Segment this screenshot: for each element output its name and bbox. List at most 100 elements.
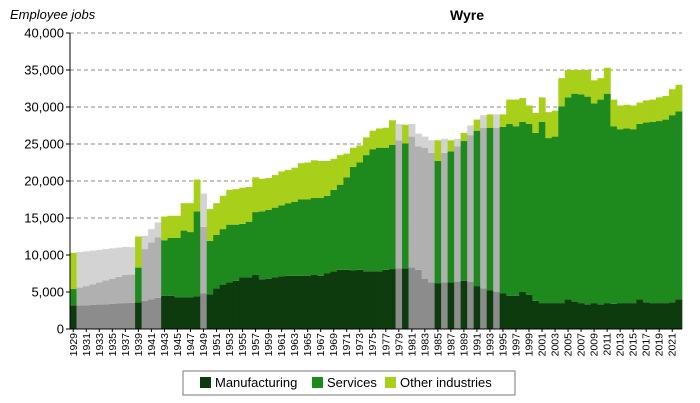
x-tick-label: 1983: [419, 333, 431, 357]
bar-other-industries-1942: [154, 222, 162, 238]
bar-other-industries-2012: [610, 99, 618, 127]
x-tick-label: 1943: [159, 333, 171, 357]
x-tick-label: 2007: [576, 333, 588, 357]
y-axis-label: Employee jobs: [10, 7, 96, 22]
bar-other-industries-2011: [603, 67, 611, 94]
bar-other-industries-2015: [629, 105, 637, 130]
bar-services-2018: [649, 121, 657, 304]
bar-manufacturing-1934: [102, 304, 110, 329]
bar-manufacturing-2013: [616, 303, 624, 329]
bar-other-industries-1986: [441, 138, 448, 153]
x-tick-label: 1955: [237, 333, 249, 357]
x-tick-label: 2005: [563, 333, 575, 357]
bar-manufacturing-2018: [649, 303, 657, 329]
bar-manufacturing-1930: [76, 305, 84, 329]
bar-other-industries-1932: [89, 250, 97, 285]
bar-other-industries-1946: [180, 203, 188, 231]
bar-other-industries-1931: [83, 251, 90, 287]
bar-other-industries-1930: [76, 252, 84, 288]
bar-manufacturing-2002: [545, 303, 553, 329]
x-tick-label: 1941: [146, 333, 158, 357]
bar-services-1987: [447, 151, 455, 283]
legend-label-manufacturing: Manufacturing: [215, 375, 297, 390]
bar-manufacturing-2015: [629, 303, 637, 329]
bar-services-1970: [336, 184, 344, 270]
bar-other-industries-1955: [239, 187, 247, 224]
bar-manufacturing-1961: [278, 276, 286, 329]
bar-other-industries-1996: [506, 99, 514, 125]
bar-manufacturing-2012: [610, 303, 618, 329]
bar-other-industries-1978: [389, 120, 396, 145]
bar-services-2014: [623, 128, 631, 304]
bar-manufacturing-1982: [415, 269, 422, 329]
bar-manufacturing-1998: [519, 292, 527, 329]
bar-services-1956: [245, 221, 253, 278]
bar-other-industries-2001: [538, 97, 546, 122]
bar-manufacturing-1954: [232, 280, 240, 329]
bar-manufacturing-1947: [187, 297, 195, 329]
bar-other-industries-1988: [454, 138, 461, 147]
bar-services-1951: [213, 235, 221, 289]
chart-title: Wyre: [450, 7, 484, 23]
bar-services-1963: [291, 201, 299, 276]
x-tick-label: 2011: [602, 333, 614, 356]
x-tick-label: 1949: [198, 333, 210, 357]
bar-services-1994: [493, 127, 501, 292]
bar-services-1950: [206, 240, 214, 295]
bar-services-1942: [154, 237, 162, 298]
bar-other-industries-2010: [597, 78, 605, 100]
bar-services-1959: [265, 209, 273, 279]
bar-other-industries-1956: [245, 186, 253, 222]
x-tick-label: 1967: [315, 333, 327, 357]
x-tick-label: 2019: [654, 333, 666, 357]
y-tick-labels: 0 5,000 10,000 15,000 20,000 25,000 30,000 35,0…: [24, 26, 70, 337]
bar-manufacturing-1942: [154, 297, 162, 329]
x-tick-label: 2017: [641, 333, 653, 357]
bar-services-1960: [271, 207, 279, 278]
bar-services-1992: [480, 127, 488, 289]
bar-services-1977: [382, 147, 390, 270]
bar-services-1998: [519, 121, 527, 292]
bar-manufacturing-1989: [460, 280, 468, 329]
bar-other-industries-1989: [460, 132, 468, 142]
bar-other-industries-1990: [467, 125, 475, 136]
bar-services-2001: [538, 121, 546, 304]
bar-services-2017: [642, 122, 650, 303]
bar-manufacturing-1959: [265, 278, 273, 329]
bar-other-industries-1971: [343, 153, 351, 178]
bar-other-industries-1970: [336, 155, 344, 185]
bar-manufacturing-1983: [421, 278, 429, 329]
bar-services-1952: [219, 229, 227, 285]
bar-services-1953: [226, 224, 234, 283]
bar-other-industries-1962: [284, 169, 292, 204]
y-tick-label: 10,000: [24, 248, 64, 263]
x-tick-label: 1995: [497, 333, 509, 357]
x-tick-label: 1987: [445, 333, 457, 357]
bars: [70, 67, 683, 329]
bar-other-industries-1951: [213, 203, 221, 236]
bar-services-1972: [349, 166, 357, 271]
bar-manufacturing-1993: [486, 290, 494, 329]
bar-other-industries-1939: [135, 236, 142, 268]
bar-other-industries-1979: [395, 124, 403, 141]
bar-other-industries-1985: [434, 140, 442, 162]
bar-other-industries-2019: [655, 97, 663, 122]
x-tick-label: 1939: [133, 333, 145, 357]
bar-other-industries-2022: [675, 84, 683, 112]
bar-other-industries-1975: [369, 130, 377, 150]
bar-other-industries-1977: [382, 127, 390, 148]
bar-manufacturing-1948: [193, 296, 201, 329]
bar-services-1986: [441, 152, 448, 283]
bar-services-1958: [258, 211, 266, 280]
bar-other-industries-1954: [232, 189, 240, 225]
bar-other-industries-2002: [545, 112, 553, 139]
bar-other-industries-1993: [486, 114, 494, 128]
bar-services-1936: [115, 276, 123, 304]
bar-manufacturing-1985: [434, 283, 442, 329]
bar-services-1965: [304, 199, 312, 276]
bar-services-1937: [122, 274, 129, 304]
x-tick-label: 1947: [185, 333, 197, 357]
bar-other-industries-1983: [421, 136, 429, 148]
bar-other-industries-2016: [636, 102, 644, 125]
bar-services-1985: [434, 161, 442, 284]
